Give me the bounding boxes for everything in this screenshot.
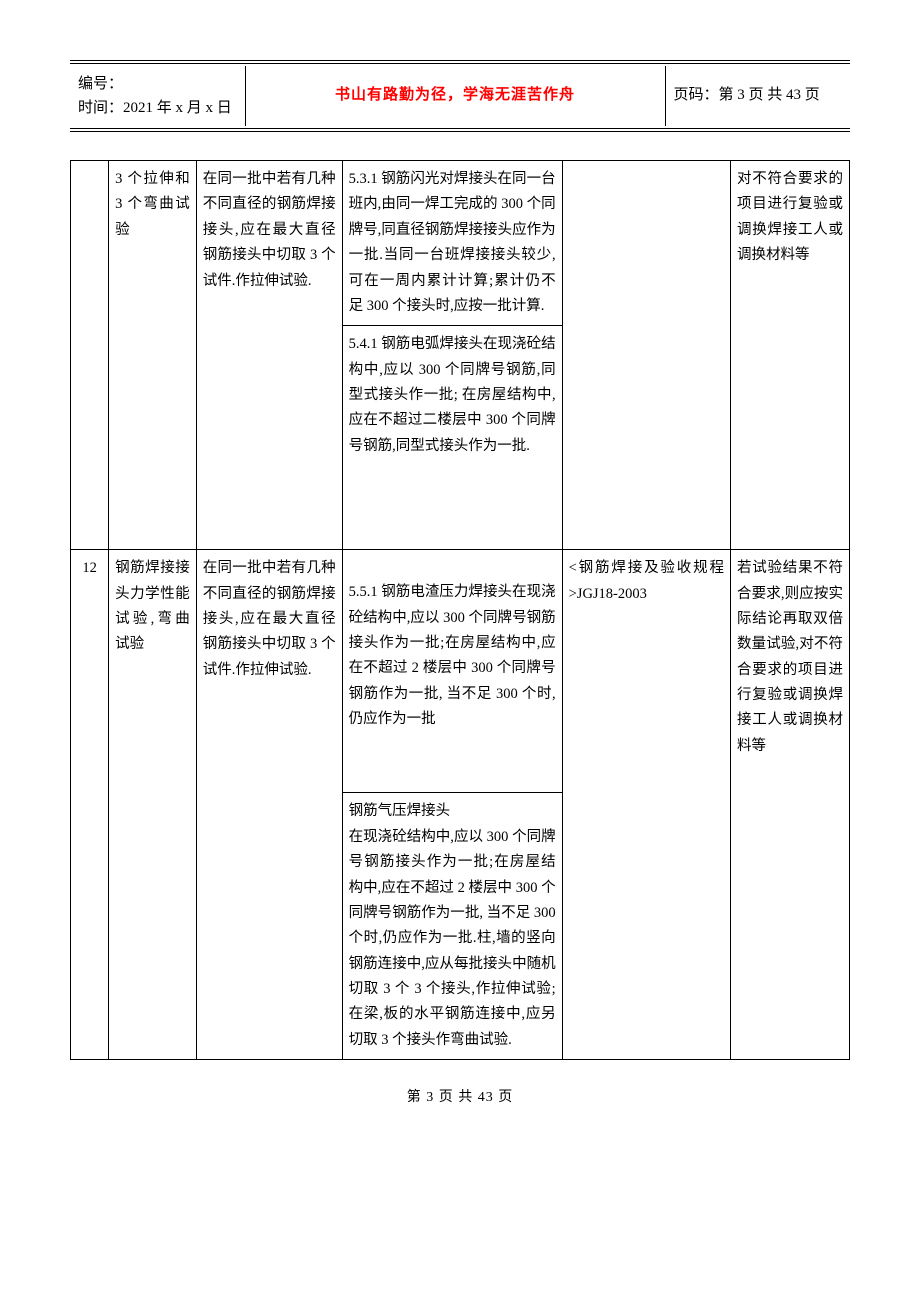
- cell-a-11: 3 个拉伸和 3 个弯曲试验: [109, 161, 197, 550]
- cell-d-12: <钢筋焊接及验收规程>JGJ18-2003: [562, 550, 730, 1060]
- page-header: 编号： 时间：2021 年 x 月 x 日 书山有路勤为径，学海无涯苦作舟 页码…: [70, 66, 850, 126]
- header-page: 页码：第 3 页 共 43 页: [665, 66, 850, 126]
- doc-id: 编号：: [78, 72, 237, 96]
- header-rule-top: [70, 60, 850, 61]
- table-row: 12 钢筋焊接接头力学性能试验,弯曲试验 在同一批中若有几种不同直径的钢筋焊接接…: [71, 550, 850, 793]
- doc-time: 时间：2021 年 x 月 x 日: [78, 96, 237, 120]
- cell-b-11: 在同一批中若有几种不同直径的钢筋焊接接头,应在最大直径钢筋接头中切取 3 个试件…: [196, 161, 342, 550]
- header-rule-bottom: [70, 131, 850, 132]
- header-rule-top-thin: [70, 63, 850, 64]
- cell-e-11: 对不符合要求的项目进行复验或调换焊接工人或调换材料等: [730, 161, 849, 550]
- cell-num-11: [71, 161, 109, 550]
- cell-c-11b: 5.4.1 钢筋电弧焊接头在现浇砼结构中,应以 300 个同牌号钢筋,同型式接头…: [342, 326, 562, 550]
- cell-num-12: 12: [71, 550, 109, 1060]
- cell-c-11a: 5.3.1 钢筋闪光对焊接头在同一台班内,由同一焊工完成的 300 个同牌号,同…: [342, 161, 562, 326]
- cell-c-12b: 钢筋气压焊接头 在现浇砼结构中,应以 300 个同牌号钢筋接头作为一批;在房屋结…: [342, 793, 562, 1060]
- table-row: 3 个拉伸和 3 个弯曲试验 在同一批中若有几种不同直径的钢筋焊接接头,应在最大…: [71, 161, 850, 326]
- cell-b-12: 在同一批中若有几种不同直径的钢筋焊接接头,应在最大直径钢筋接头中切取 3 个试件…: [196, 550, 342, 1060]
- header-rule-bottom-thin: [70, 128, 850, 129]
- page-footer: 第 3 页 共 43 页: [70, 1086, 850, 1110]
- cell-a-12: 钢筋焊接接头力学性能试验,弯曲试验: [109, 550, 197, 1060]
- content-table: 3 个拉伸和 3 个弯曲试验 在同一批中若有几种不同直径的钢筋焊接接头,应在最大…: [70, 160, 850, 1060]
- header-motto: 书山有路勤为径，学海无涯苦作舟: [245, 66, 665, 126]
- cell-e-12: 若试验结果不符合要求,则应按实际结论再取双倍数量试验,对不符合要求的项目进行复验…: [730, 550, 849, 1060]
- cell-d-11: [562, 161, 730, 550]
- cell-c-12a: 5.5.1 钢筋电渣压力焊接头在现浇砼结构中,应以 300 个同牌号钢筋接头作为…: [342, 550, 562, 793]
- header-left-cell: 编号： 时间：2021 年 x 月 x 日: [70, 66, 245, 126]
